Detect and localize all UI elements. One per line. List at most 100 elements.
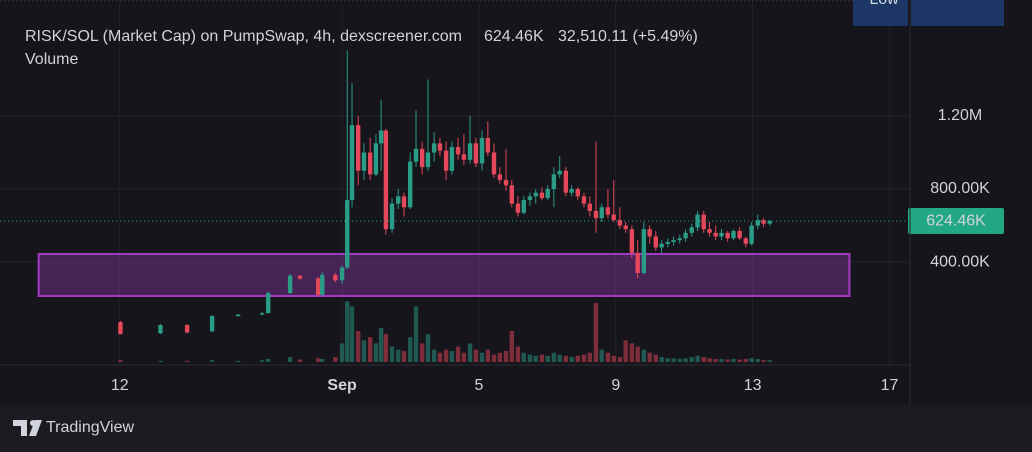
- candle-body: [367, 152, 373, 175]
- volume-bar: [593, 303, 599, 362]
- x-tick-label: Sep: [327, 377, 357, 394]
- volume-bar: [437, 352, 443, 362]
- candle-body: [725, 232, 730, 239]
- chart-background: [0, 0, 1032, 405]
- volume-bar: [184, 360, 190, 362]
- candle-body: [563, 170, 569, 193]
- candle-body: [665, 241, 670, 244]
- candle-body: [755, 220, 760, 226]
- volume-bar: [767, 360, 772, 362]
- volume-bar: [443, 349, 449, 362]
- candle-body: [683, 232, 688, 239]
- candle-body: [315, 278, 321, 295]
- low-label-box: [860, 0, 908, 26]
- candle-body: [605, 207, 611, 215]
- volume-bar: [413, 306, 419, 362]
- candle-body: [641, 229, 647, 273]
- volume-bar: [320, 358, 325, 362]
- candle-body: [767, 221, 772, 224]
- candle-body: [461, 154, 467, 160]
- volume-bar: [378, 327, 384, 362]
- candle-layer: [118, 50, 772, 335]
- volume-bar: [339, 343, 345, 362]
- volume-bar: [617, 357, 623, 362]
- volume-bar: [671, 358, 676, 362]
- volume-bar: [515, 346, 521, 362]
- volume-bar: [349, 306, 355, 362]
- candle-body: [551, 174, 557, 190]
- volume-bar: [287, 357, 293, 362]
- candle-body: [158, 325, 163, 334]
- volume-bar: [473, 349, 479, 362]
- candle-body: [345, 199, 350, 268]
- candle-body: [761, 220, 766, 224]
- candle-body: [599, 207, 604, 219]
- volume-bar: [731, 358, 736, 362]
- volume-bar: [383, 334, 389, 362]
- volume-bar: [623, 340, 628, 362]
- volume-bar: [743, 358, 748, 362]
- volume-bar: [635, 346, 640, 362]
- volume-bar: [425, 334, 431, 362]
- volume-bar: [431, 349, 437, 362]
- volume-bar: [683, 358, 688, 362]
- volume-bar: [569, 357, 574, 362]
- candle-body: [707, 229, 712, 233]
- candle-body: [557, 170, 562, 175]
- candle-body: [737, 231, 742, 239]
- volume-bar: [419, 343, 425, 362]
- volume-bar: [599, 349, 604, 362]
- volume-bar: [158, 360, 163, 362]
- candle-body: [320, 274, 325, 295]
- volume-bar: [491, 354, 497, 362]
- candle-body: [297, 275, 303, 279]
- volume-bar: [665, 358, 670, 362]
- volume-bar: [361, 340, 367, 362]
- candle-body: [611, 214, 616, 221]
- volume-bar: [509, 331, 514, 362]
- candle-body: [431, 143, 437, 153]
- candle-body: [503, 179, 509, 186]
- volume-bar: [389, 346, 395, 362]
- candle-body: [539, 192, 545, 199]
- logo-dot: [30, 420, 36, 426]
- logo: [13, 420, 42, 436]
- volume-bar: [587, 352, 592, 362]
- volume-bar: [575, 355, 581, 362]
- volume-bar: [749, 358, 754, 362]
- zone-layer: [37, 253, 851, 297]
- volume-bar: [677, 358, 682, 362]
- volume-bar: [355, 331, 361, 362]
- footer-background: [0, 405, 1032, 452]
- candle-body: [235, 314, 241, 317]
- volume-bar: [707, 358, 712, 362]
- candle-body: [527, 196, 533, 200]
- volume-bar: [545, 355, 550, 362]
- x-tick-label: 12: [111, 377, 129, 394]
- volume-bar: [479, 352, 485, 362]
- volume-bar: [605, 352, 611, 362]
- y-tick-label: 400.00K: [930, 253, 990, 270]
- candle-body: [389, 203, 395, 230]
- volume-bar: [259, 360, 265, 362]
- volume-layer: [118, 301, 772, 362]
- volume-bar: [503, 350, 509, 362]
- x-tick-label: 13: [744, 377, 762, 394]
- candle-body: [635, 252, 640, 273]
- candle-body: [491, 152, 497, 175]
- candle-body: [378, 130, 384, 144]
- x-tick-label: 9: [611, 377, 620, 394]
- candle-body: [695, 214, 700, 228]
- candle-body: [497, 174, 503, 180]
- volume-bar: [266, 358, 271, 362]
- volume-bar: [235, 360, 241, 362]
- candle-body: [587, 203, 592, 211]
- candle-body: [575, 189, 581, 197]
- candle-body: [569, 189, 574, 193]
- volume-bar: [725, 359, 730, 362]
- candle-body: [467, 143, 473, 160]
- candle-body: [713, 232, 718, 237]
- volume-bar: [455, 346, 461, 362]
- volume-bar: [367, 337, 373, 362]
- y-tick-label: 800.00K: [930, 180, 990, 197]
